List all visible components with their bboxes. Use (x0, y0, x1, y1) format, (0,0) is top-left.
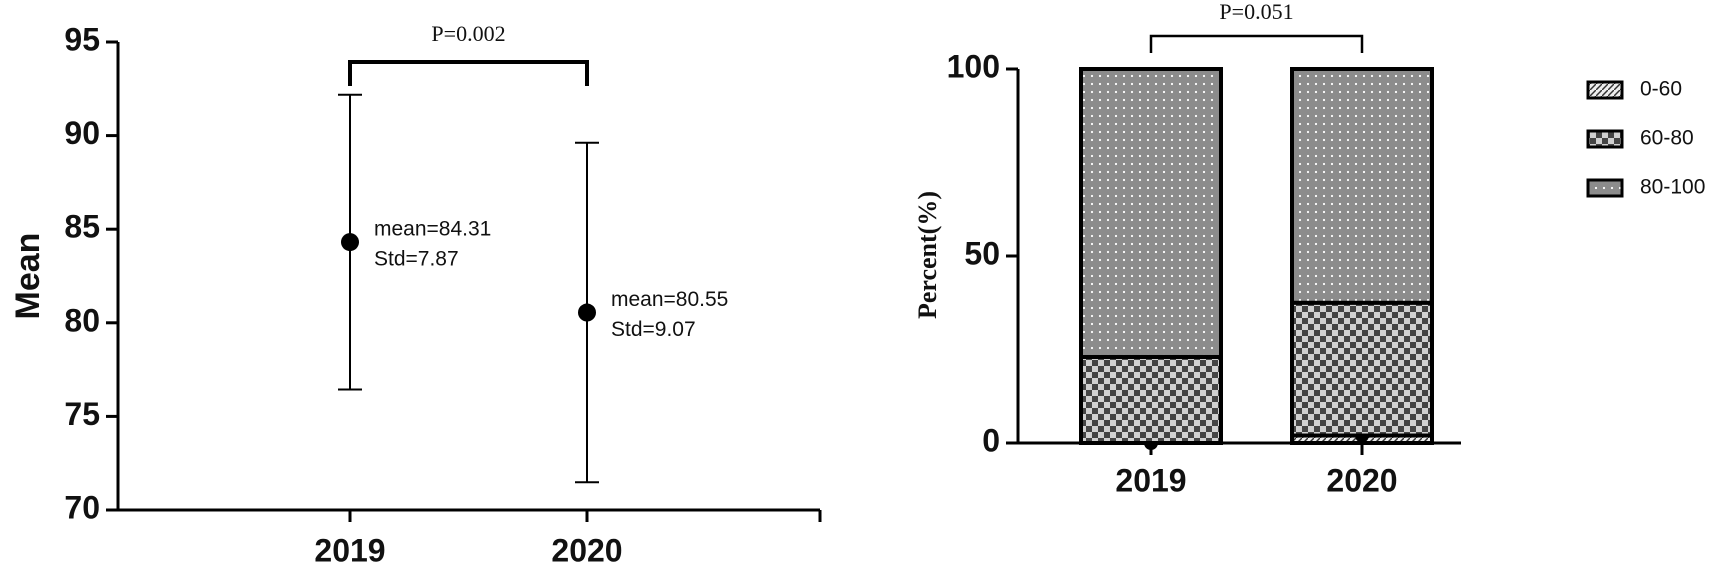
bracket (1149, 34, 1364, 53)
p-value: P=0.051 (1219, 0, 1293, 24)
bar-segment (1079, 354, 1223, 446)
legend-swatch (1586, 129, 1624, 149)
x-tick-label: 2020 (1326, 462, 1397, 498)
y-axis-label: Percent(%) (913, 191, 942, 319)
mean-point (341, 233, 359, 252)
legend-label: 80-100 (1640, 176, 1705, 199)
legend-label: 60-80 (1640, 127, 1694, 150)
x-tick-label: 2019 (314, 532, 385, 568)
bar-segment (1290, 67, 1434, 305)
y-tick-label: 100 (947, 48, 1000, 84)
y-tick-label: 85 (64, 209, 100, 245)
legend-swatch (1586, 178, 1624, 198)
bar-segment (1290, 300, 1434, 438)
y-tick-label: 90 (64, 115, 100, 151)
y-tick-label: 80 (64, 302, 100, 338)
x-tick-label: 2019 (1115, 462, 1186, 498)
legend-swatch (1586, 80, 1624, 100)
mean-point (578, 303, 596, 322)
bracket (348, 60, 589, 86)
y-tick-label: 75 (64, 396, 100, 432)
legend-label: 0-60 (1640, 78, 1682, 101)
y-tick-label: 70 (64, 489, 100, 525)
y-axis-label: Mean (9, 233, 47, 320)
x-tick-label: 2020 (551, 532, 622, 568)
y-tick-label: 95 (64, 21, 100, 57)
bar-segment (1079, 67, 1223, 359)
y-tick-label: 50 (964, 235, 1000, 271)
std-label: Std=9.07 (611, 318, 696, 341)
p-value: P=0.002 (431, 21, 505, 46)
mean-label: mean=80.55 (611, 288, 728, 311)
y-tick-label: 0 (982, 422, 1000, 458)
mean-label: mean=84.31 (374, 218, 491, 241)
std-label: Std=7.87 (374, 248, 459, 271)
